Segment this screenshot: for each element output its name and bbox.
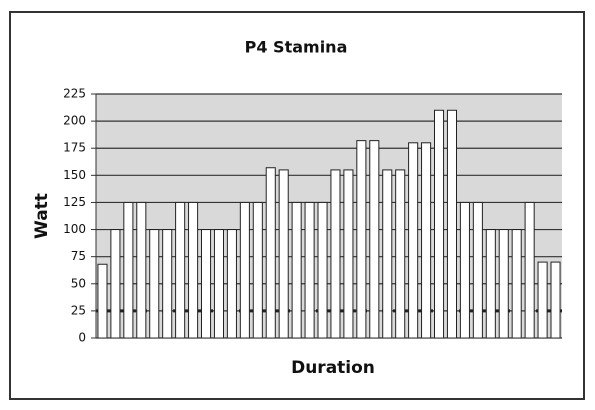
bar <box>252 201 263 339</box>
bar <box>408 142 419 339</box>
bar <box>162 229 173 339</box>
bar <box>330 169 341 339</box>
y-tick-label: 125 <box>63 195 86 209</box>
bar <box>291 201 302 339</box>
y-tick-label: 0 <box>78 331 86 345</box>
bar <box>459 201 470 339</box>
y-axis-title: Watt <box>32 193 52 239</box>
plot-area <box>96 94 562 338</box>
y-tick-label: 175 <box>63 141 86 155</box>
bar <box>369 140 380 339</box>
bar <box>226 229 237 339</box>
bar <box>421 142 432 339</box>
bar <box>265 167 276 339</box>
chart-title: P4 Stamina <box>245 38 348 57</box>
bar <box>485 229 496 339</box>
bar <box>200 229 212 339</box>
y-tick-label: 25 <box>71 303 86 317</box>
bar <box>550 261 561 339</box>
y-tick-label: 50 <box>71 276 86 290</box>
bar <box>304 201 315 339</box>
bar <box>382 169 393 339</box>
y-tick-label: 225 <box>63 87 86 101</box>
x-axis-title: Duration <box>291 358 375 378</box>
bar <box>136 201 147 339</box>
bar <box>123 201 134 339</box>
y-tick-label: 150 <box>63 168 86 182</box>
bar <box>537 261 548 339</box>
bar <box>511 229 522 339</box>
bar <box>188 201 199 339</box>
bar <box>498 229 509 339</box>
bar <box>175 201 186 339</box>
bar <box>317 201 328 339</box>
y-tick-label: 200 <box>63 114 86 128</box>
bar <box>278 169 289 339</box>
bar <box>97 263 108 339</box>
bar <box>239 201 250 339</box>
bar <box>433 109 445 339</box>
y-tick-label: 75 <box>71 249 86 263</box>
bar <box>110 229 121 339</box>
bar <box>213 229 225 339</box>
bar <box>343 169 354 339</box>
bar <box>356 140 367 339</box>
bar <box>446 109 458 339</box>
bar <box>524 201 535 339</box>
bar <box>149 229 160 339</box>
y-tick-label: 100 <box>63 222 86 236</box>
bar <box>472 201 483 339</box>
bar <box>395 169 406 339</box>
